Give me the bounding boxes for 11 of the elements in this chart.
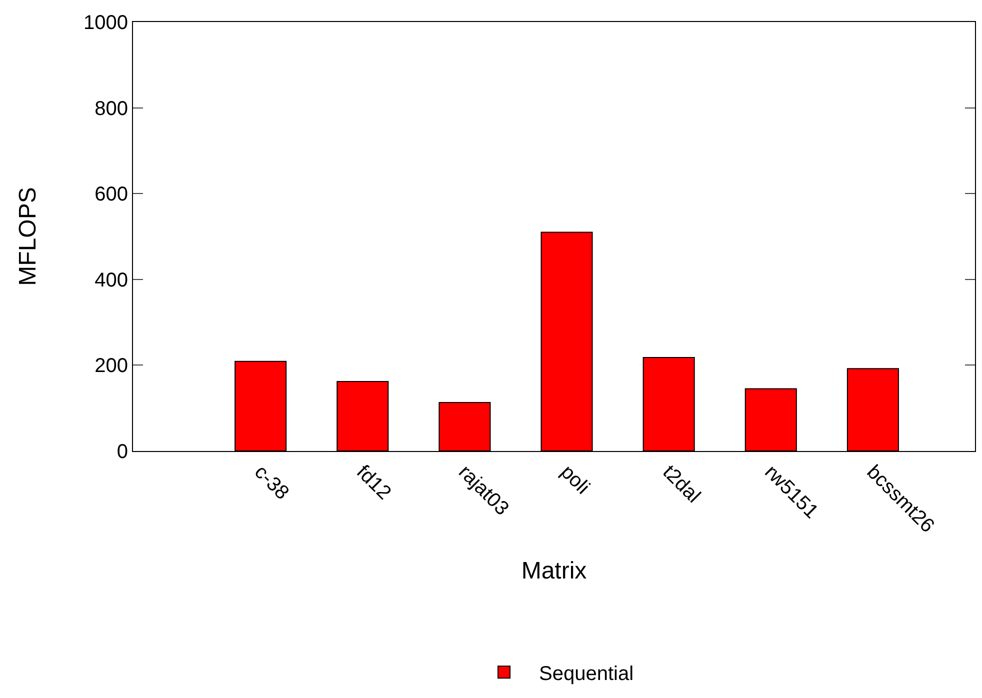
y-tick-label: 600 <box>94 184 128 206</box>
x-tick-label: poli <box>556 461 594 499</box>
legend-label: Sequential <box>539 662 634 685</box>
x-axis-title: Matrix <box>521 557 587 584</box>
y-tick-label: 400 <box>94 269 128 292</box>
y-axis-title: MFLOPS <box>14 187 42 286</box>
x-tick-label: c-38 <box>250 461 294 504</box>
y-tick-label: 1000 <box>84 12 128 34</box>
y-tick-label: 200 <box>94 355 128 378</box>
y-tick-label: 0 <box>116 441 128 463</box>
y-tick-label: 800 <box>94 98 128 120</box>
